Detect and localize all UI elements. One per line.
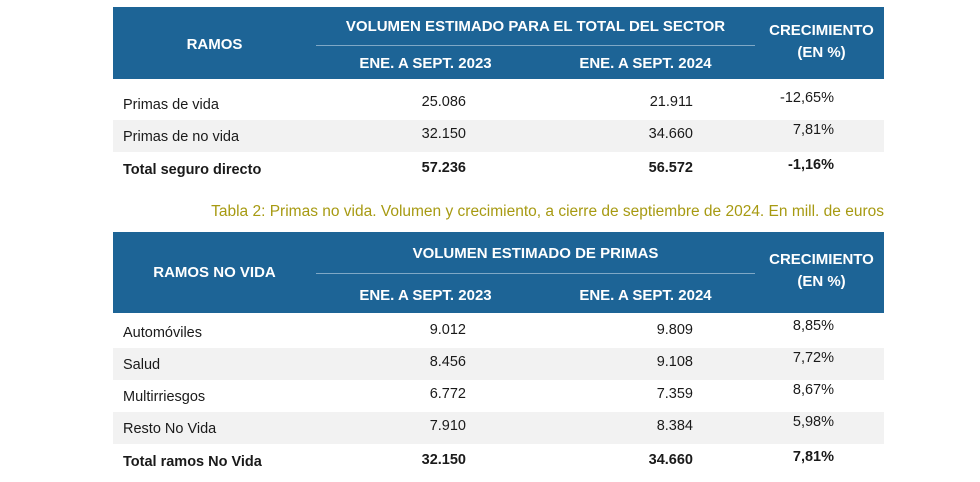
row-value-2023: 32.150 <box>421 126 466 142</box>
table-primas-no-vida: RAMOS NO VIDA VOLUMEN ESTIMADO DE PRIMAS… <box>113 232 884 476</box>
table-row: Automóviles 9.012 9.809 8,85% <box>113 316 884 348</box>
row-value-2023: 8.456 <box>429 354 466 370</box>
table-row: Resto No Vida 7.910 8.384 5,98% <box>113 412 884 444</box>
crecimiento-label: CRECIMIENTO <box>769 251 874 268</box>
row-name: Resto No Vida <box>123 421 217 437</box>
row-name: Salud <box>123 357 161 373</box>
crecimiento-label: CRECIMIENTO <box>769 22 874 39</box>
table-total-row: Total ramos No Vida 32.150 34.660 7,81% <box>113 444 884 476</box>
column-header-crecimiento: CRECIMIENTO (EN %) <box>759 20 884 64</box>
row-value-2023: 7.910 <box>429 418 466 434</box>
row-value-2024: 9.809 <box>656 322 693 338</box>
column-header-2023: ENE. A SEPT. 2023 <box>359 287 492 304</box>
table-header: RAMOS VOLUMEN ESTIMADO PARA EL TOTAL DEL… <box>113 7 884 79</box>
row-name: Primas de no vida <box>123 129 240 145</box>
row-growth: 8,67% <box>792 382 834 398</box>
crecimiento-unit: (EN %) <box>797 273 846 290</box>
row-value-2023: 57.236 <box>421 160 466 176</box>
row-growth: 8,85% <box>792 318 834 334</box>
row-value-2024: 34.660 <box>648 126 693 142</box>
row-value-2024: 8.384 <box>656 418 693 434</box>
row-growth: -12,65% <box>779 90 834 106</box>
table-header: RAMOS NO VIDA VOLUMEN ESTIMADO DE PRIMAS… <box>113 232 884 313</box>
row-value-2024: 21.911 <box>649 94 693 110</box>
column-header-2023: ENE. A SEPT. 2023 <box>359 55 492 72</box>
row-name: Total ramos No Vida <box>123 454 262 470</box>
column-header-volumen: VOLUMEN ESTIMADO PARA EL TOTAL DEL SECTO… <box>345 18 726 35</box>
table-caption: Tabla 2: Primas no vida. Volumen y creci… <box>211 203 884 220</box>
column-header-crecimiento: CRECIMIENTO (EN %) <box>759 249 884 293</box>
row-growth: 7,81% <box>792 449 834 465</box>
table-row: Salud 8.456 9.108 7,72% <box>113 348 884 380</box>
row-name: Total seguro directo <box>123 162 262 178</box>
row-growth: -1,16% <box>788 157 834 173</box>
column-header-ramos: RAMOS <box>186 36 243 53</box>
row-growth: 7,81% <box>792 122 834 138</box>
row-growth: 7,72% <box>792 350 834 366</box>
row-value-2023: 25.086 <box>421 94 466 110</box>
table-row: Primas de no vida 32.150 34.660 7,81% <box>113 120 884 152</box>
row-value-2023: 32.150 <box>421 452 466 468</box>
table-row: Multirriesgos 6.772 7.359 8,67% <box>113 380 884 412</box>
row-value-2024: 9.108 <box>656 354 693 370</box>
column-header-ramos: RAMOS NO VIDA <box>153 264 276 281</box>
table-row: Primas de vida 25.086 21.911 -12,65% <box>113 88 884 120</box>
row-value-2024: 56.572 <box>648 160 693 176</box>
row-growth: 5,98% <box>792 414 834 430</box>
row-value-2023: 9.012 <box>429 322 466 338</box>
table-volumen-sector: RAMOS VOLUMEN ESTIMADO PARA EL TOTAL DEL… <box>113 7 884 184</box>
row-name: Multirriesgos <box>123 389 206 405</box>
column-header-2024: ENE. A SEPT. 2024 <box>579 55 712 72</box>
row-value-2023: 6.772 <box>429 386 466 402</box>
header-divider <box>316 273 755 274</box>
header-divider <box>316 45 755 46</box>
table-total-row: Total seguro directo 57.236 56.572 -1,16… <box>113 152 884 184</box>
column-header-2024: ENE. A SEPT. 2024 <box>579 287 712 304</box>
row-value-2024: 34.660 <box>648 452 693 468</box>
row-name: Primas de vida <box>123 97 219 113</box>
row-value-2024: 7.359 <box>656 386 693 402</box>
column-header-volumen: VOLUMEN ESTIMADO DE PRIMAS <box>412 245 659 262</box>
row-name: Automóviles <box>123 325 202 341</box>
crecimiento-unit: (EN %) <box>797 44 846 61</box>
